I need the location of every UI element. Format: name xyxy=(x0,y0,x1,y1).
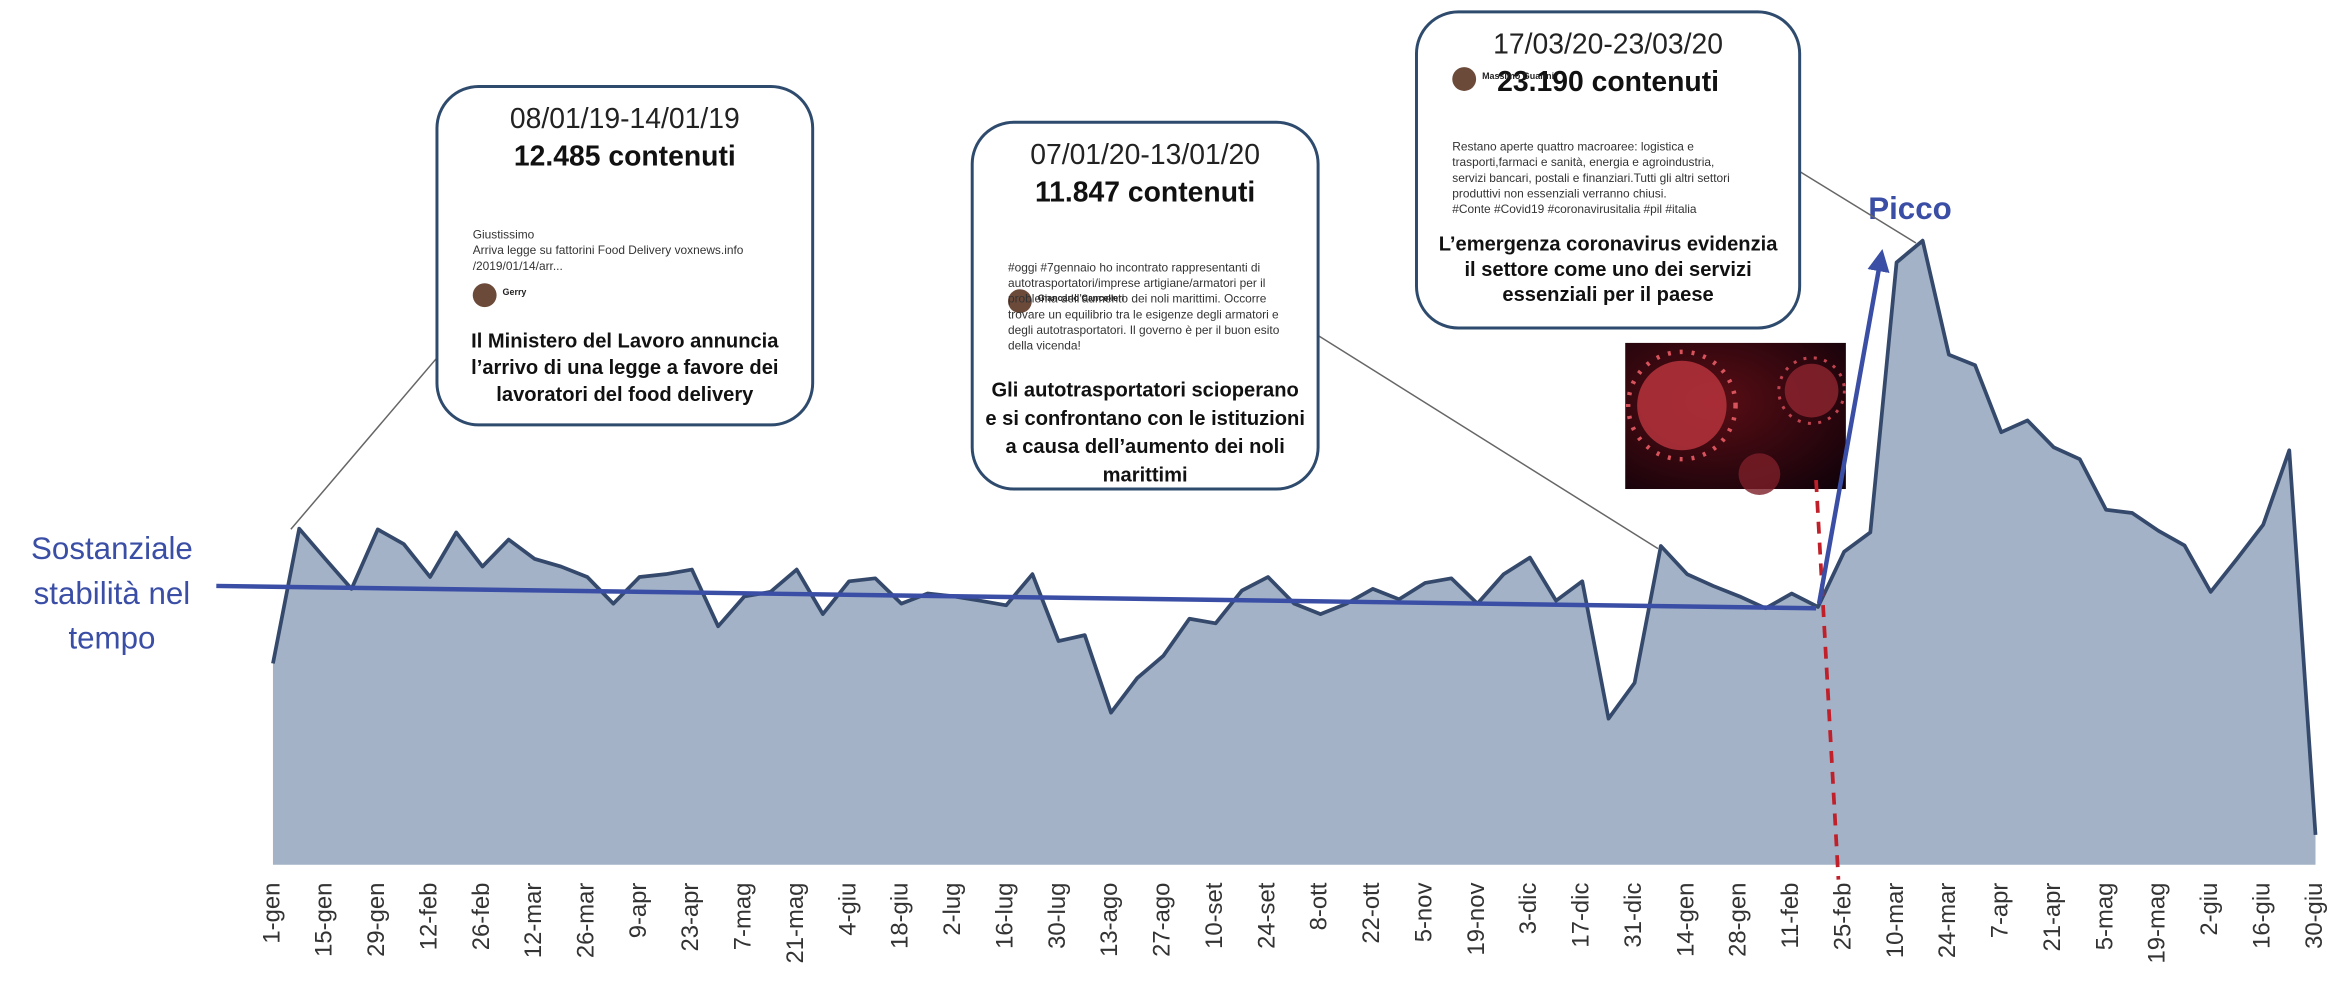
tweet-text: #Conte #Covid19 #coronavirusitalia #pil … xyxy=(1452,202,1697,216)
tweet-text: trovare un equilibrio tra le esigenze de… xyxy=(1008,307,1279,321)
x-tick-label: 31-dic xyxy=(1620,883,1647,948)
x-tick-label: 7-apr xyxy=(1987,883,2014,939)
x-tick-label: 12-feb xyxy=(415,883,442,951)
x-tick-label: 8-ott xyxy=(1306,882,1333,930)
callout-caption: essenziali per il paese xyxy=(1502,284,1713,306)
x-tick-label: 29-gen xyxy=(363,883,390,957)
x-tick-label: 21-mag xyxy=(782,883,809,964)
trend-note: stabilità nel xyxy=(34,576,191,611)
callout-caption: il settore come uno dei servizi xyxy=(1464,259,1751,281)
callout-caption: marittimi xyxy=(1103,465,1188,487)
x-tick-label: 15-gen xyxy=(311,883,338,957)
tweet-text: /2019/01/14/arr... xyxy=(473,259,563,273)
callout-period: 17/03/20-23/03/20 xyxy=(1493,29,1723,61)
tweet-text: produttivi non essenziali verranno chius… xyxy=(1452,187,1666,201)
x-tick-label: 25-feb xyxy=(1829,883,1856,951)
callout-period: 08/01/19-14/01/19 xyxy=(510,103,740,135)
callout-count: 12.485 contenuti xyxy=(514,140,736,172)
x-tick-label: 16-giu xyxy=(2248,883,2275,949)
callout-caption: Gli autotrasportatori scioperano xyxy=(992,380,1299,402)
x-tick-label: 30-lug xyxy=(1044,883,1071,949)
chart: 1-gen 15-gen 29-gen 12-feb 26-feb 12-mar 26-ma… xyxy=(0,0,2338,984)
x-tick-label: 24-mar xyxy=(1934,883,1961,959)
x-tick-label: 11-feb xyxy=(1777,883,1804,949)
callout-pointer xyxy=(291,358,437,529)
tweet-text: autotrasportatori/imprese artigiane/arma… xyxy=(1008,276,1265,290)
virus-image xyxy=(1625,343,1846,495)
x-tick-label: 26-feb xyxy=(468,883,495,951)
x-tick-label: 21-apr xyxy=(2039,883,2066,952)
x-tick-label: 16-lug xyxy=(991,883,1018,949)
x-tick-label: 10-set xyxy=(1201,882,1228,949)
x-tick-label: 3-dic xyxy=(1515,883,1542,935)
callout-caption: e si confrontano con le istituzioni xyxy=(985,408,1305,430)
x-tick-label: 22-ott xyxy=(1358,882,1385,943)
x-tick-label: 18-giu xyxy=(887,883,914,949)
x-tick-label: 1-gen xyxy=(258,883,285,944)
x-tick-label: 4-giu xyxy=(834,883,861,936)
x-tick-label: 23-apr xyxy=(677,883,704,952)
tweet-text: #oggi #7gennaio ho incontrato rappresent… xyxy=(1008,260,1260,274)
page: {"chart_data":{"type":"area", "categorie… xyxy=(0,0,2338,984)
tweet-text: della vicenda! xyxy=(1008,339,1081,353)
callout-caption: L’emergenza coronavirus evidenzia xyxy=(1439,233,1778,255)
x-tick-label: 9-apr xyxy=(625,883,652,939)
x-tick-label: 10-mar xyxy=(1882,883,1909,959)
x-tick-label: 5-nov xyxy=(1410,883,1437,943)
callout-period: 07/01/20-13/01/20 xyxy=(1030,139,1260,171)
x-tick-label: 14-gen xyxy=(1672,883,1699,957)
x-tick-label: 7-mag xyxy=(730,883,757,951)
x-tick-label: 5-mag xyxy=(2091,883,2118,951)
tweet-text: servizi bancari, postali e finanziari.Tu… xyxy=(1452,171,1729,185)
tweet-text: Giustissimo xyxy=(473,228,535,242)
x-tick-label: 19-nov xyxy=(1463,883,1490,956)
callout-pointer xyxy=(1318,335,1658,548)
x-tick-label: 26-mar xyxy=(572,883,599,959)
tweet-text: Arriva legge su fattorini Food Delivery … xyxy=(473,243,744,257)
callout-caption: Il Ministero del Lavoro annuncia xyxy=(471,330,779,352)
tweet-text: degli autotrasportatori. Il governo è pe… xyxy=(1008,323,1280,337)
trend-note: Sostanziale xyxy=(31,531,193,566)
callout-caption: lavoratori del food delivery xyxy=(496,384,754,406)
x-tick-label: 2-giu xyxy=(2196,883,2223,936)
tweet-text: problema dell'aumento dei noli marittimi… xyxy=(1008,292,1267,306)
x-tick-label: 27-ago xyxy=(1149,883,1176,957)
avatar xyxy=(473,283,497,307)
callout-count: 11.847 contenuti xyxy=(1035,176,1255,208)
x-tick-label: 13-ago xyxy=(1096,883,1123,957)
x-tick-label: 2-lug xyxy=(939,883,966,936)
trend-note: tempo xyxy=(68,621,155,656)
x-tick-label: 17-dic xyxy=(1568,883,1595,948)
x-tick-label: 30-giu xyxy=(2301,883,2328,949)
avatar xyxy=(1452,67,1476,91)
x-tick-label: 19-mag xyxy=(2144,883,2171,964)
x-tick-label: 28-gen xyxy=(1725,883,1752,957)
x-tick-label: 24-set xyxy=(1253,882,1280,949)
callout-caption: l’arrivo di una legge a favore dei xyxy=(471,357,778,379)
tweet-text: Restano aperte quattro macroaree: logist… xyxy=(1452,140,1694,154)
tweet-author: Massimo Guarini xyxy=(1482,71,1554,81)
tweet-author: Gerry xyxy=(503,287,527,297)
tweet-text: trasporti,farmaci e sanità, energia e ag… xyxy=(1452,155,1714,169)
x-tick-label: 12-mar xyxy=(520,883,547,959)
callout-caption: a causa dell’aumento dei noli xyxy=(1005,436,1284,458)
